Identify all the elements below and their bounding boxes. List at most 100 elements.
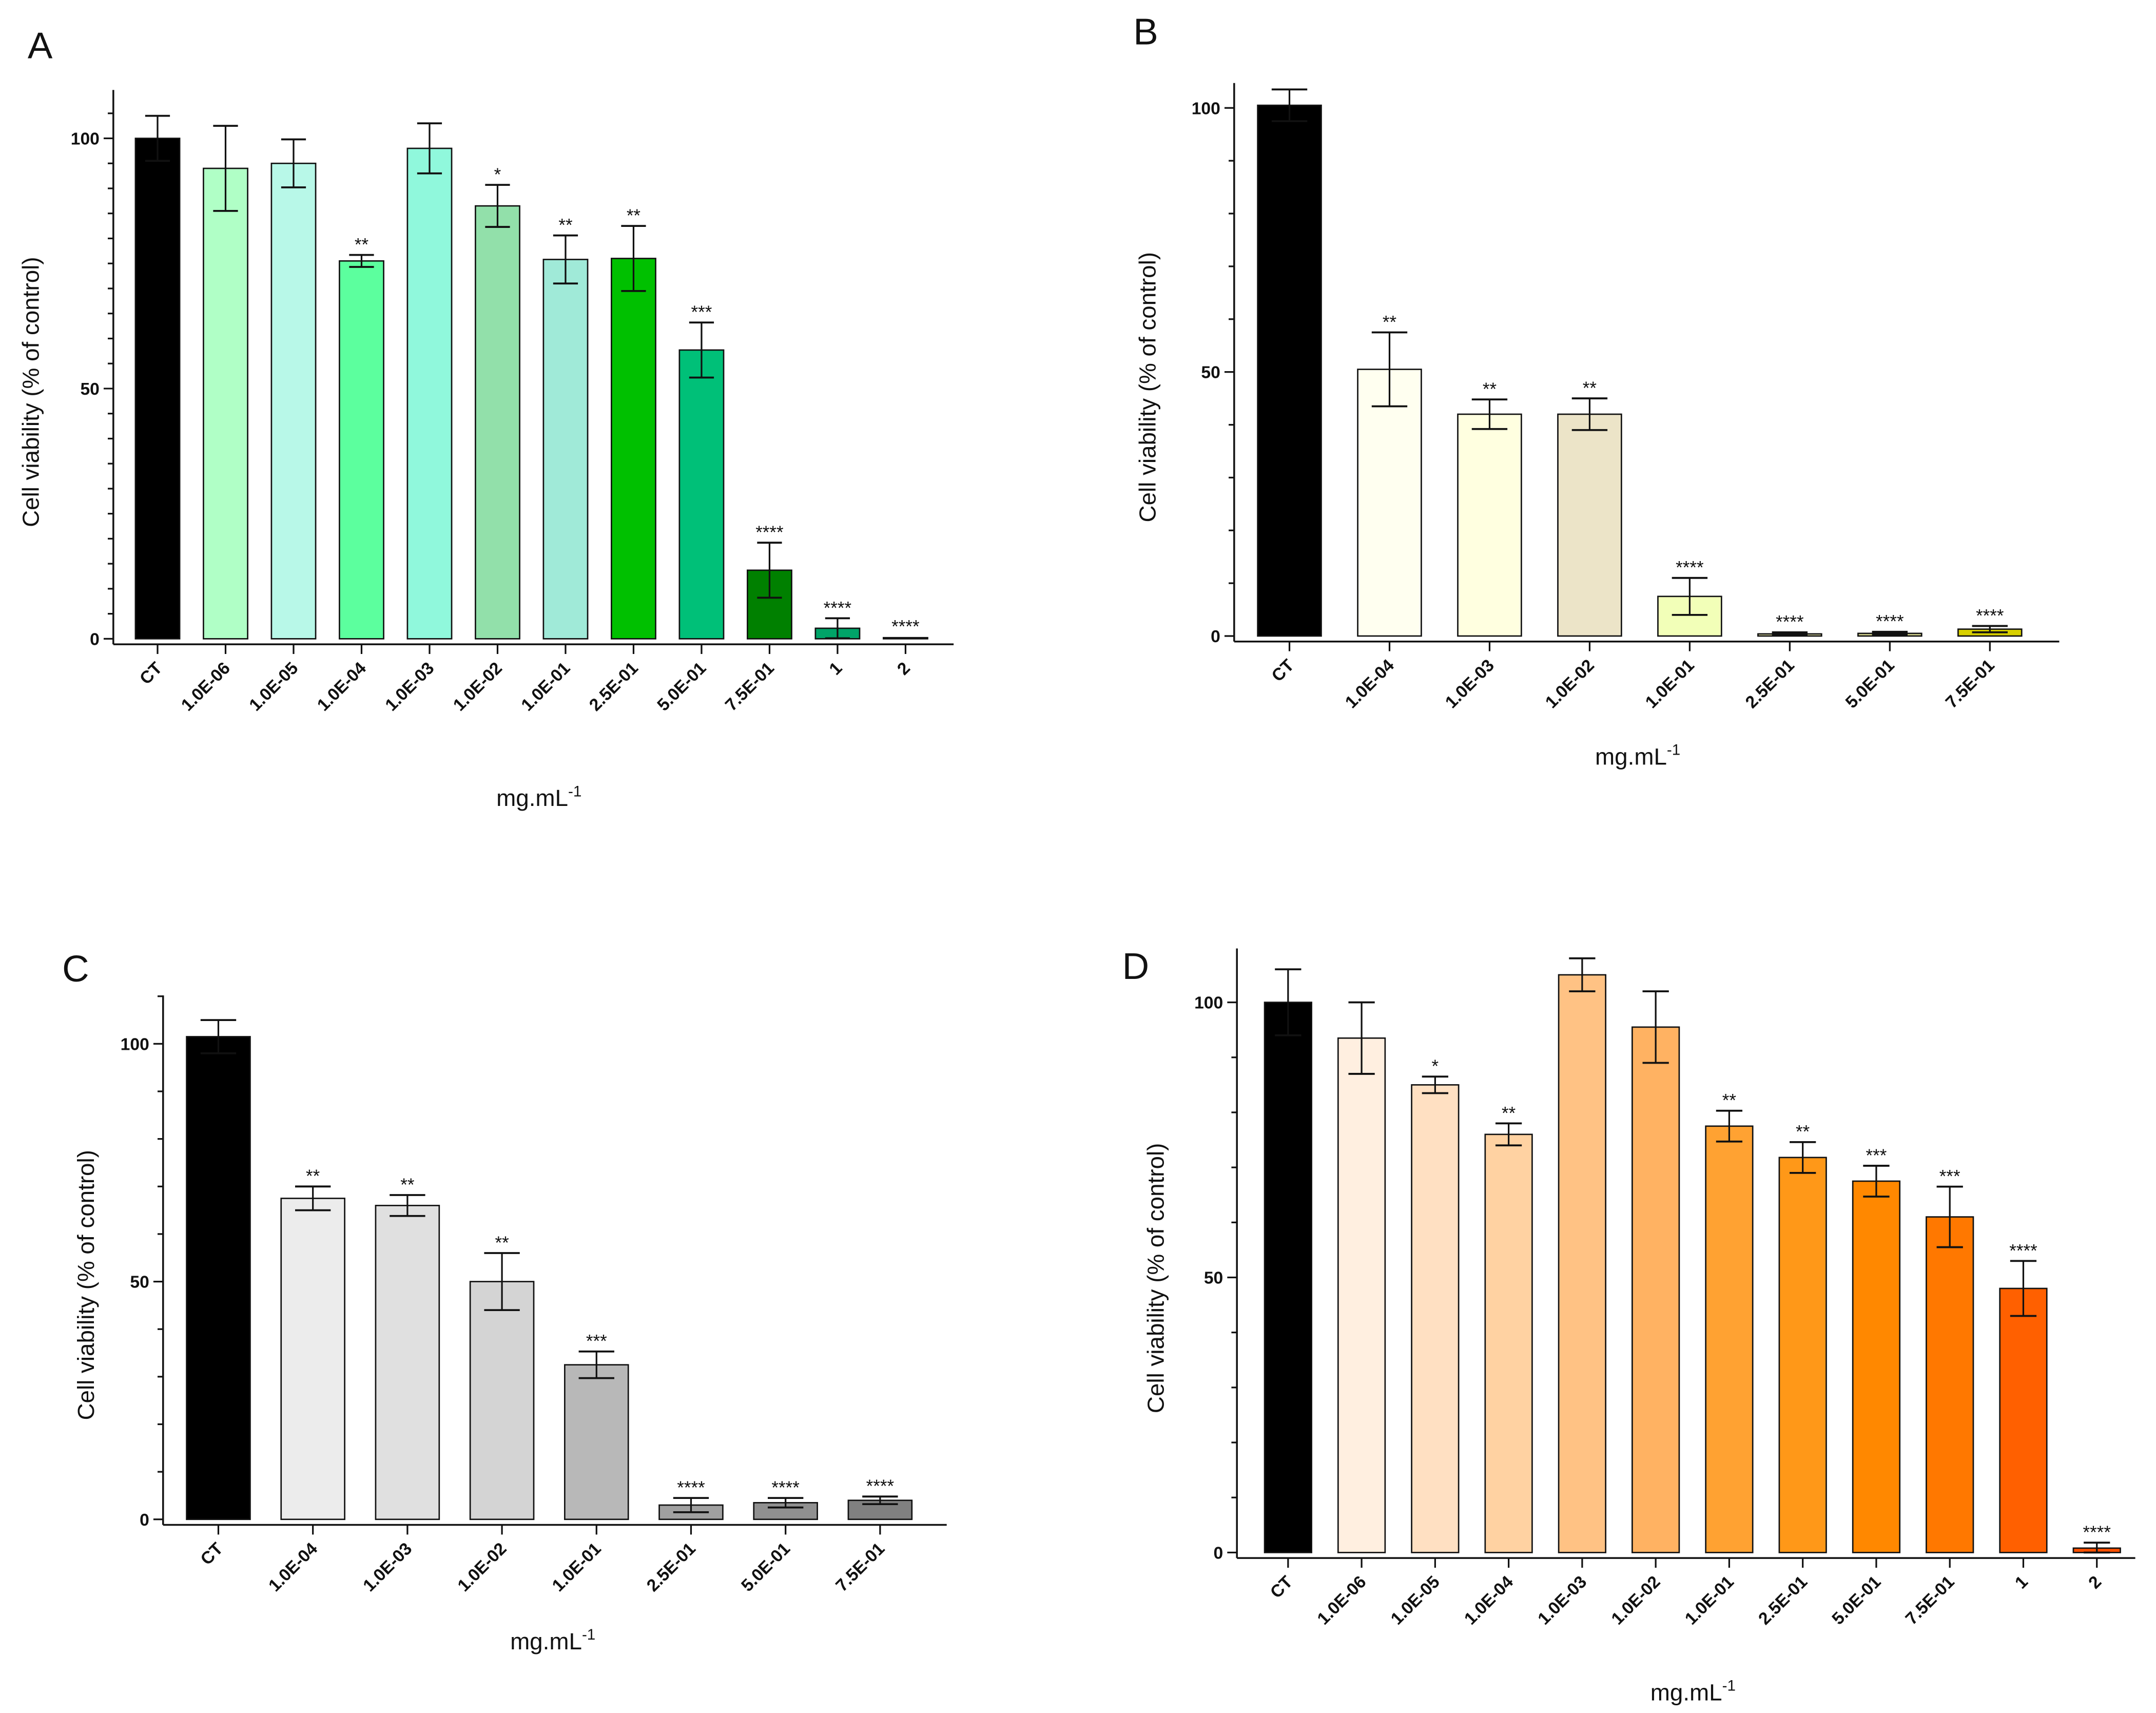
bar <box>1999 1287 2048 1553</box>
x-tick-label: CT <box>137 659 166 688</box>
x-axis-label-superscript: -1 <box>1667 742 1680 759</box>
bar <box>1558 974 1607 1553</box>
y-tick-label: 50 <box>130 1273 149 1292</box>
x-tick-label: 1.0E-05 <box>1387 1572 1444 1629</box>
x-tick-label: 1.0E-03 <box>1442 656 1498 713</box>
y-tick-label: 0 <box>90 630 100 649</box>
x-tick-label: 1.0E-01 <box>1642 656 1698 713</box>
y-tick-label: 100 <box>1192 99 1220 118</box>
bar <box>203 167 248 640</box>
x-axis-label-base: mg.mL <box>510 1628 582 1654</box>
bar <box>882 637 928 640</box>
significance-label: ** <box>1383 312 1397 332</box>
x-axis-label-superscript: -1 <box>1722 1678 1736 1695</box>
significance-label: ** <box>1483 379 1497 399</box>
panel-d: D 0 50 100 Cell viability (% of control) CT 1.… <box>1122 946 2135 1706</box>
bar <box>469 1281 535 1520</box>
significance-label: ** <box>306 1166 320 1186</box>
y-tick-label: 100 <box>1194 994 1223 1013</box>
x-tick-label: 7.5E-01 <box>832 1539 889 1596</box>
y-tick-label: 0 <box>140 1511 149 1530</box>
panel-label: D <box>1122 946 1150 987</box>
panel-c: C 0 50 100 Cell viability (% of control) CT **… <box>62 948 947 1654</box>
x-tick-label: 1.0E-03 <box>1535 1572 1591 1629</box>
bar <box>1778 1157 1827 1553</box>
significance-label: * <box>494 165 501 185</box>
bar <box>280 1198 345 1520</box>
significance-label: *** <box>1939 1167 1960 1187</box>
bar <box>678 349 725 640</box>
x-tick-label: 7.5E-01 <box>722 659 778 715</box>
x-tick-label: 1 <box>826 659 846 679</box>
x-tick-label: 1.0E-04 <box>1461 1572 1518 1629</box>
bar <box>1257 104 1322 637</box>
significance-label: ** <box>355 235 369 255</box>
panel-label: C <box>62 948 89 990</box>
x-tick-label: 1.0E-01 <box>518 659 574 715</box>
bar <box>1264 1002 1312 1553</box>
x-tick-label: 2.5E-01 <box>586 659 642 715</box>
bar <box>186 1036 251 1520</box>
x-tick-label: 2.5E-01 <box>1755 1572 1812 1629</box>
x-tick-label: 7.5E-01 <box>1902 1572 1958 1629</box>
significance-label: **** <box>891 617 920 637</box>
x-axis-label-base: mg.mL <box>1650 1680 1722 1706</box>
bar <box>1357 369 1422 637</box>
significance-label: *** <box>1866 1146 1887 1166</box>
x-tick-label: 5.0E-01 <box>1842 656 1898 713</box>
x-tick-label: 1.0E-01 <box>1681 1572 1738 1629</box>
x-tick-label: 5.0E-01 <box>654 659 710 715</box>
significance-label: *** <box>586 1332 607 1352</box>
panel-a: A 0 50 100 Cell viability (% of control) CT 1.… <box>17 25 954 811</box>
bar <box>1926 1216 1974 1553</box>
significance-label: ** <box>1722 1091 1737 1111</box>
significance-label: ** <box>495 1233 509 1253</box>
x-axis-label: mg.mL-1 <box>1595 742 1680 770</box>
significance-label: **** <box>2009 1241 2037 1261</box>
x-tick-label: 1.0E-02 <box>450 659 506 715</box>
bar <box>1852 1180 1901 1553</box>
y-tick-label: 0 <box>1214 1544 1223 1563</box>
x-tick-label: 2 <box>894 659 914 679</box>
x-tick-label: 1.0E-02 <box>454 1539 511 1596</box>
panel-b: B 0 50 100 Cell viability (% of control) CT **… <box>1133 11 2060 770</box>
x-tick-label: 2.5E-01 <box>643 1539 700 1596</box>
bar <box>1631 1026 1680 1553</box>
significance-label: ** <box>1583 378 1597 398</box>
significance-label: ** <box>627 206 641 226</box>
bar <box>270 162 317 640</box>
bar <box>339 260 384 640</box>
x-tick-label: 5.0E-01 <box>1829 1572 1885 1629</box>
y-tick-label: 100 <box>121 1035 149 1054</box>
x-tick-label: 1.0E-02 <box>1608 1572 1664 1629</box>
significance-label: **** <box>1876 612 1904 632</box>
x-tick-label: 1.0E-04 <box>314 659 370 715</box>
significance-label: **** <box>755 523 784 543</box>
x-tick-label: CT <box>1268 656 1298 685</box>
bar <box>475 205 520 640</box>
significance-label: ** <box>400 1175 415 1195</box>
y-axis-label: Cell viability (% of control) <box>1134 252 1160 522</box>
bar <box>1457 413 1522 637</box>
x-tick-label: CT <box>1267 1572 1296 1602</box>
bar <box>134 138 181 640</box>
bar <box>1557 413 1622 637</box>
x-axis-label: mg.mL-1 <box>510 1626 595 1654</box>
x-tick-label: 5.0E-01 <box>738 1539 794 1596</box>
y-axis-label: Cell viability (% of control) <box>17 257 44 527</box>
x-tick-label: 1.0E-01 <box>549 1539 605 1596</box>
bar <box>375 1205 440 1520</box>
bar <box>1484 1133 1533 1553</box>
x-tick-label: 1.0E-03 <box>360 1539 416 1596</box>
y-tick-label: 50 <box>1204 1269 1223 1288</box>
y-axis-label: Cell viability (% of control) <box>1142 1143 1169 1413</box>
x-tick-label: 7.5E-01 <box>1942 656 1998 713</box>
bar <box>542 259 589 640</box>
x-tick-label: 1 <box>2012 1572 2032 1592</box>
bar <box>564 1364 629 1520</box>
x-axis-label: mg.mL-1 <box>1650 1678 1736 1706</box>
significance-label: **** <box>2083 1523 2111 1543</box>
x-tick-label: 1.0E-04 <box>1342 656 1398 713</box>
panel-label: B <box>1133 11 1158 52</box>
